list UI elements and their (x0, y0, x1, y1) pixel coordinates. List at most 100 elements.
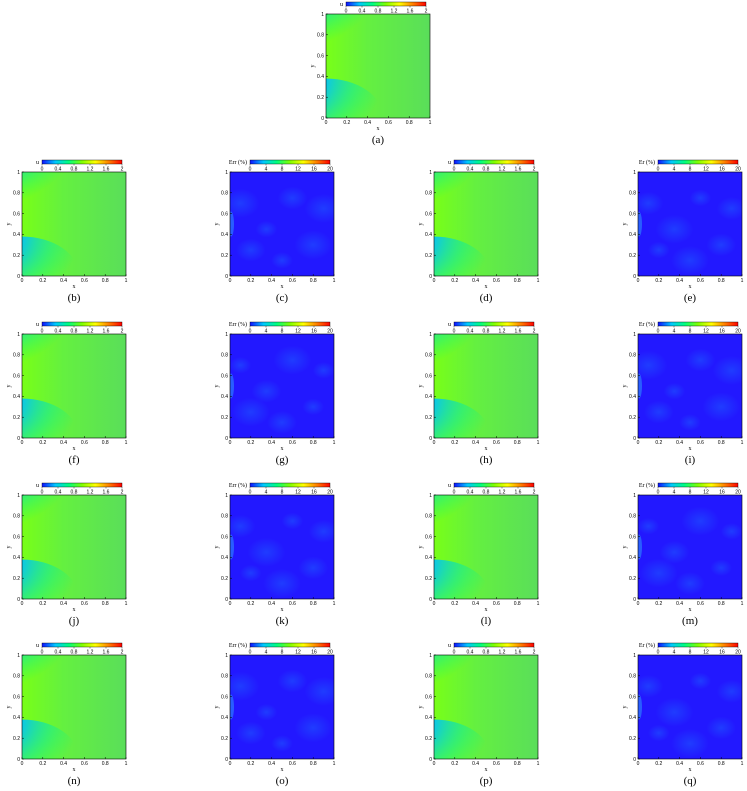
error-spot (271, 252, 293, 269)
error-spot (679, 414, 701, 431)
colorbar-tick-label: 1.6 (103, 167, 110, 173)
colorbar-title: u (36, 160, 39, 166)
x-tick-label: 0.8 (310, 601, 317, 607)
inlet-error (230, 694, 234, 720)
x-tick-label: 0.6 (289, 601, 296, 607)
y-tick-label: 0.6 (425, 211, 432, 217)
colorbar (249, 642, 331, 648)
colorbar-tick-label: 16 (311, 650, 317, 656)
colorbar-tick-label: 0.8 (483, 167, 490, 173)
y-tick-label: 0.6 (317, 53, 324, 59)
y-tick-label: 0.6 (13, 534, 20, 540)
panel-caption: (n) (68, 775, 81, 787)
colorbar-tick-label: 8 (689, 329, 692, 335)
error-spot (239, 564, 262, 582)
colorbar-tick-label: 0.4 (359, 9, 366, 15)
colorbar (41, 321, 123, 327)
x-tick-label: 0.4 (676, 601, 683, 607)
colorbar (453, 642, 535, 648)
y-tick-label: 0 (225, 597, 228, 603)
x-tick-label: 1 (741, 440, 744, 446)
error-spot (230, 188, 260, 218)
colorbar-tick-label: 1.2 (87, 650, 94, 656)
y-tick-label: 0.4 (425, 394, 432, 400)
inlet-error (230, 534, 234, 560)
plot-area (22, 172, 126, 276)
x-tick-label: 0.2 (655, 278, 662, 284)
y-tick-label: 0.2 (13, 576, 20, 582)
colorbar-tick-label: 8 (689, 167, 692, 173)
x-tick-label: 0.4 (676, 440, 683, 446)
high-velocity-core (22, 180, 91, 268)
colorbar-tick-label: 1.2 (87, 329, 94, 335)
y-tick-label: 0.4 (629, 715, 636, 721)
x-tick-label: 0.6 (493, 440, 500, 446)
colorbar-tick-label: 2 (533, 490, 536, 496)
colorbar-tick-label: 2 (121, 167, 124, 173)
x-tick-label: 0.2 (39, 601, 46, 607)
x-tick-label: 0.8 (514, 761, 521, 767)
colorbar-title: u (448, 160, 451, 166)
y-tick-label: 0.6 (221, 694, 228, 700)
colorbar (657, 159, 739, 165)
y-tick-label: 0.6 (13, 373, 20, 379)
colorbar-tick-label: 2 (533, 329, 536, 335)
x-tick-label: 0.4 (60, 278, 67, 284)
x-axis-label: x (689, 284, 692, 290)
y-tick-label: 1 (225, 332, 228, 338)
inlet-error (638, 373, 642, 399)
y-tick-label: 0.4 (221, 394, 228, 400)
colorbar-tick-label: 16 (719, 490, 725, 496)
y-tick-label: 0.4 (13, 715, 20, 721)
colorbar-tick-label: 0.8 (71, 329, 78, 335)
y-tick-label: 0.8 (13, 353, 20, 359)
x-tick-label: 0.6 (493, 278, 500, 284)
y-tick-label: 0.8 (221, 353, 228, 359)
error-spot (251, 379, 282, 403)
colorbar-tick-label: 1.6 (407, 9, 414, 15)
colorbar-tick-label: 1.2 (499, 650, 506, 656)
colorbar-tick-label: 12 (703, 329, 709, 335)
x-tick-label: 1 (125, 601, 128, 607)
y-tick-label: 1 (429, 170, 432, 176)
colorbar-title: u (36, 322, 39, 328)
y-tick-label: 1 (429, 493, 432, 499)
y-tick-label: 1 (633, 493, 636, 499)
error-spot (255, 220, 278, 238)
x-tick-label: 0.2 (451, 440, 458, 446)
error-spot (655, 697, 694, 727)
x-tick-label: 0 (21, 601, 24, 607)
y-axis-label: y (622, 706, 628, 709)
x-tick-label: 0.6 (385, 120, 392, 126)
y-tick-label: 1 (17, 170, 20, 176)
plot-frame (21, 654, 127, 760)
colorbar-tick-label: 0 (453, 329, 456, 335)
colorbar-tick-label: 1.6 (103, 490, 110, 496)
colorbar-title: Er (%) (639, 159, 655, 166)
error-spot (277, 669, 308, 693)
plot-area (22, 655, 126, 759)
colorbar-tick-label: 0.4 (55, 490, 62, 496)
plot-frame (637, 171, 743, 277)
x-tick-label: 0.2 (451, 278, 458, 284)
error-spot (263, 568, 301, 598)
y-tick-label: 0.6 (221, 373, 228, 379)
colorbar-tick-label: 16 (311, 490, 317, 496)
error-spot (659, 540, 690, 564)
x-tick-label: 0.4 (676, 278, 683, 284)
colorbar-tick-label: 0.4 (467, 167, 474, 173)
inlet-error (230, 211, 234, 237)
high-velocity-core (434, 503, 503, 591)
x-tick-label: 0.2 (39, 761, 46, 767)
y-tick-label: 0.2 (13, 415, 20, 421)
x-tick-label: 0.6 (697, 601, 704, 607)
y-tick-label: 0 (633, 274, 636, 280)
x-axis-label: x (281, 284, 284, 290)
panel-caption: (l) (481, 615, 492, 627)
x-tick-label: 0.8 (102, 440, 109, 446)
panel-caption: (q) (684, 775, 697, 787)
colorbar-tick-label: 1.6 (515, 490, 522, 496)
x-tick-label: 0 (637, 601, 640, 607)
